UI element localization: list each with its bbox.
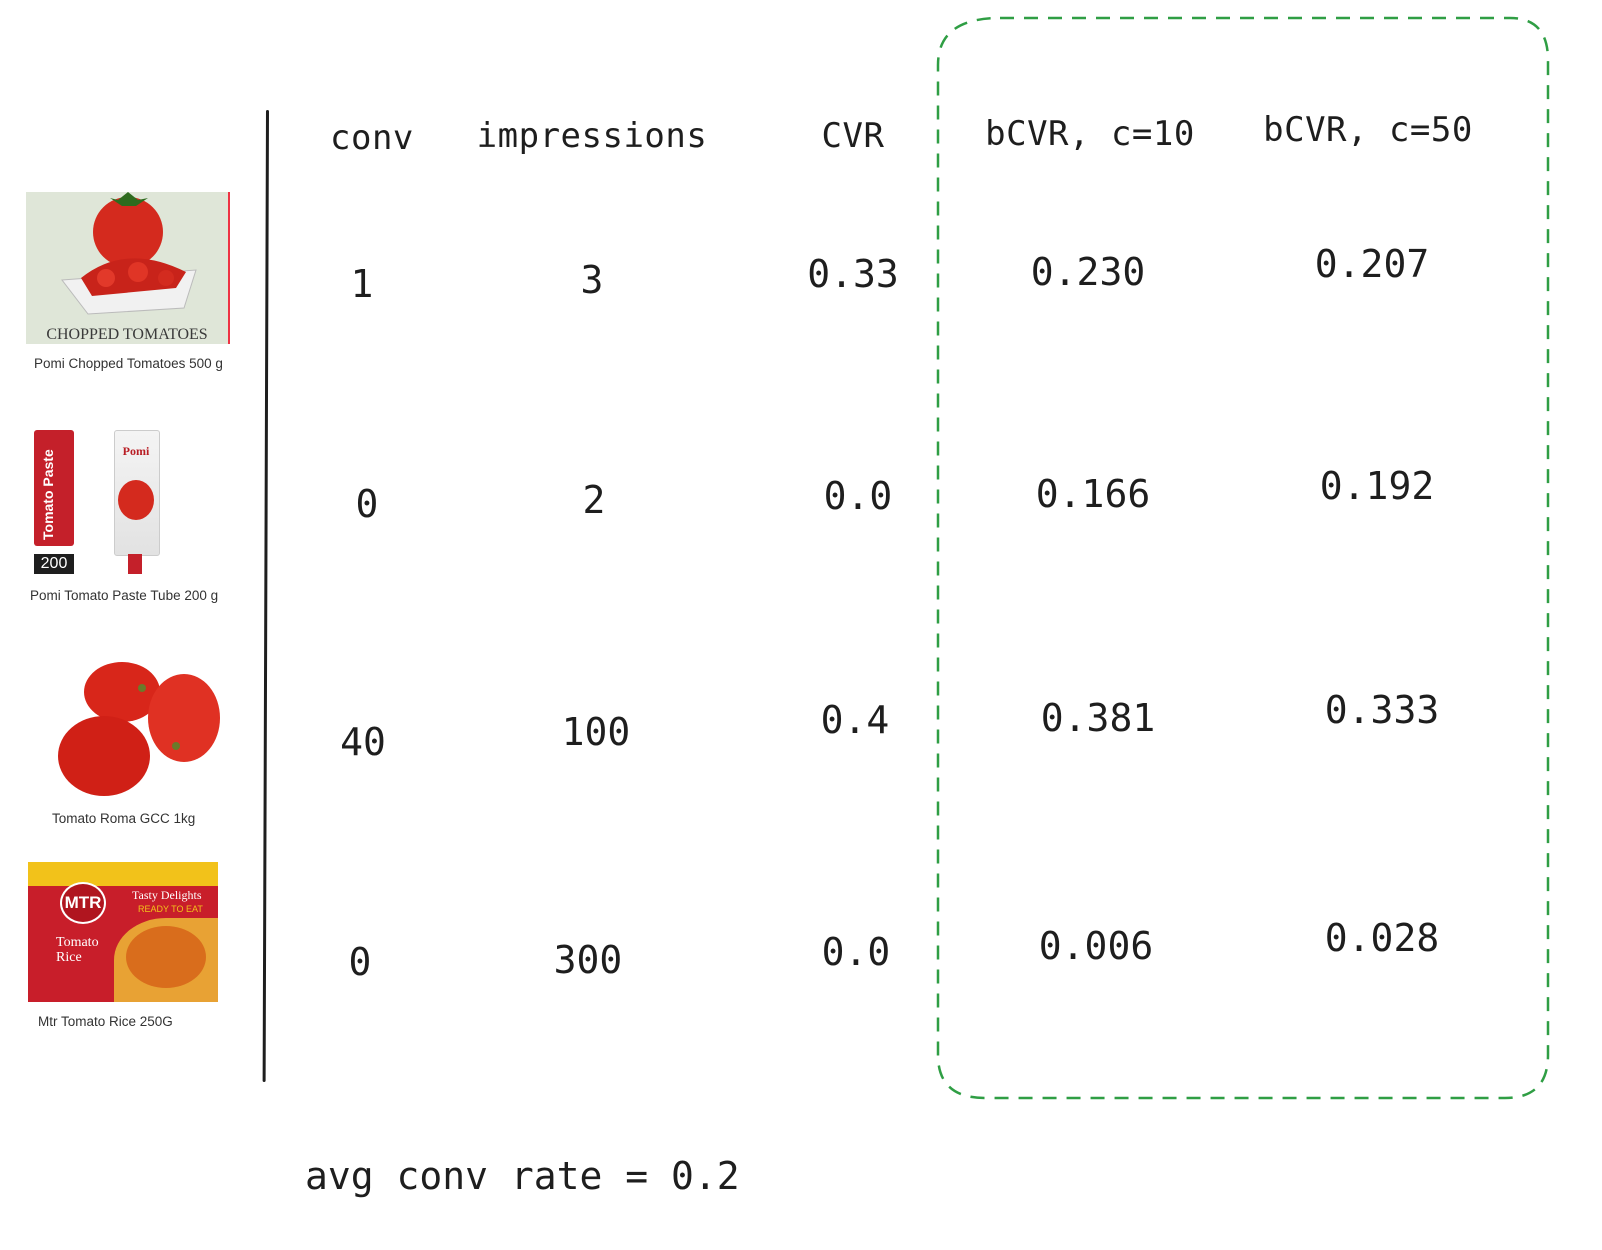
row1-bcvr-10: 0.230 bbox=[1030, 250, 1146, 294]
row1-cvr: 0.33 bbox=[807, 252, 899, 296]
product-name: Mtr Tomato Rice 250G bbox=[38, 1014, 173, 1029]
product-image-roma-tomatoes bbox=[50, 662, 224, 802]
header-bcvr-10: bCVR, c=10 bbox=[985, 114, 1195, 154]
header-bcvr-50: bCVR, c=50 bbox=[1263, 110, 1473, 150]
row1-bcvr-50: 0.207 bbox=[1314, 242, 1430, 286]
row4-bcvr-10: 0.006 bbox=[1038, 924, 1154, 968]
row2-bcvr-10: 0.166 bbox=[1035, 472, 1151, 516]
mtr-title-1: Tomato bbox=[56, 935, 99, 950]
row3-conv: 40 bbox=[340, 720, 386, 764]
header-conv: conv bbox=[330, 118, 414, 158]
avg-conv-rate-note: avg conv rate = 0.2 bbox=[305, 1154, 740, 1198]
row4-impressions: 300 bbox=[553, 938, 623, 982]
row1-impressions: 3 bbox=[580, 258, 604, 302]
tomato-paste-label: Tomato Paste bbox=[40, 449, 56, 540]
row4-bcvr-50: 0.028 bbox=[1324, 916, 1440, 960]
row3-bcvr-50: 0.333 bbox=[1324, 688, 1440, 732]
row2-cvr: 0.0 bbox=[823, 474, 893, 518]
mtr-logo: MTR bbox=[60, 882, 106, 924]
product-image-tomato-paste: Tomato Paste 200 Pomi bbox=[28, 428, 168, 578]
product-image-chopped-tomatoes: CHOPPED TOMATOES bbox=[26, 192, 230, 344]
mtr-subtag: READY TO EAT bbox=[138, 904, 203, 914]
chopped-tomatoes-label: CHOPPED TOMATOES bbox=[46, 326, 208, 343]
row4-cvr: 0.0 bbox=[821, 930, 891, 974]
row2-conv: 0 bbox=[355, 482, 379, 526]
product-name: Pomi Chopped Tomatoes 500 g bbox=[34, 356, 223, 371]
row1-conv: 1 bbox=[350, 262, 374, 306]
tomato-paste-brand: Pomi bbox=[122, 444, 150, 458]
row4-conv: 0 bbox=[348, 940, 372, 984]
header-impressions: impressions bbox=[476, 116, 708, 156]
product-image-mtr-tomato-rice: MTR Tasty Delights READY TO EAT Tomato R… bbox=[28, 862, 218, 1002]
row3-bcvr-10: 0.381 bbox=[1040, 696, 1156, 740]
row2-bcvr-50: 0.192 bbox=[1319, 464, 1435, 508]
row3-impressions: 100 bbox=[561, 710, 631, 754]
product-name: Pomi Tomato Paste Tube 200 g bbox=[30, 588, 219, 603]
row2-impressions: 2 bbox=[582, 478, 606, 522]
mtr-title-2: Rice bbox=[56, 950, 82, 965]
row3-cvr: 0.4 bbox=[820, 698, 890, 742]
mtr-tagline: Tasty Delights bbox=[132, 888, 202, 902]
header-cvr: CVR bbox=[821, 116, 885, 156]
tomato-paste-badge: 200 bbox=[34, 554, 74, 574]
product-name: Tomato Roma GCC 1kg bbox=[52, 811, 196, 826]
